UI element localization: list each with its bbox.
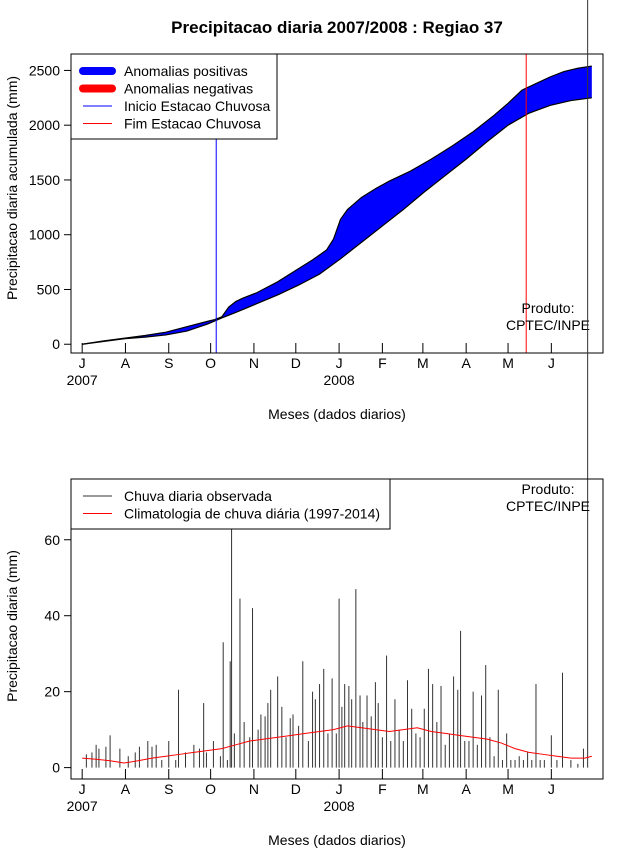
- chart0-x-tick-label: J: [79, 355, 86, 371]
- chart0-product-label: CPTEC/INPE: [506, 317, 590, 333]
- chart0-x-tick-label: A: [121, 355, 131, 371]
- chart0-x-tick-label: N: [249, 355, 259, 371]
- chart0-legend-label: Anomalias negativas: [124, 81, 253, 97]
- figure-title: Precipitacao diaria 2007/2008 : Regiao 3…: [171, 18, 503, 37]
- daily-climatology-line: [82, 725, 592, 764]
- chart0-year-label: 2007: [67, 372, 98, 388]
- chart0-legend-label: Inicio Estacao Chuvosa: [124, 98, 271, 114]
- chart0-x-tick-label: A: [461, 355, 471, 371]
- chart1-y-tick-label: 20: [44, 684, 60, 700]
- chart0-xlabel: Meses (dados diarios): [268, 406, 406, 422]
- positive-anomaly-area: [82, 66, 592, 345]
- chart1-x-tick-label: D: [291, 781, 301, 797]
- chart0-ylabel: Precipitacao diaria acumulada (mm): [4, 76, 20, 300]
- chart1-x-tick-label: O: [205, 781, 216, 797]
- chart1-x-tick-label: S: [164, 781, 173, 797]
- chart1-legend-label: Chuva diaria observada: [124, 488, 272, 504]
- chart0-y-tick-label: 1000: [29, 227, 60, 243]
- chart1-y-tick-label: 0: [52, 760, 60, 776]
- chart0-x-tick-label: D: [291, 355, 301, 371]
- chart0-product-label: Produto:: [522, 300, 575, 316]
- chart1-y-tick-label: 60: [44, 532, 60, 548]
- chart1-legend-box: [70, 478, 391, 530]
- chart0-y-tick-label: 0: [52, 336, 60, 352]
- chart0-x-tick-label: O: [205, 355, 216, 371]
- climatology-cumulative-line: [82, 97, 592, 345]
- chart1-xlabel: Meses (dados diarios): [268, 832, 406, 848]
- chart1-x-tick-label: A: [121, 781, 131, 797]
- chart0-y-tick-label: 1500: [29, 172, 60, 188]
- chart1-x-tick-label: N: [249, 781, 259, 797]
- chart1-year-label: 2008: [324, 798, 355, 814]
- chart1-ylabel: Precipitacao diaria (mm): [4, 550, 20, 702]
- daily-precipitation-chart: Precipitacao diaria (mm) Meses (dados di…: [4, 0, 604, 848]
- chart0-y-tick-label: 500: [37, 281, 61, 297]
- chart0-y-tick-label: 2000: [29, 117, 60, 133]
- chart1-year-label: 2007: [67, 798, 98, 814]
- chart0-legend-label: Anomalias positivas: [124, 63, 248, 79]
- cumulative-precipitation-chart: Precipitacao diaria acumulada (mm) Meses…: [4, 53, 604, 422]
- chart0-year-label: 2008: [324, 372, 355, 388]
- chart0-x-tick-label: S: [164, 355, 173, 371]
- chart1-x-tick-label: J: [79, 781, 86, 797]
- chart0-x-tick-label: F: [378, 355, 387, 371]
- chart0-x-tick-label: M: [417, 355, 429, 371]
- chart1-y-tick-label: 40: [44, 608, 60, 624]
- chart1-x-tick-label: F: [378, 781, 387, 797]
- chart1-product-label: CPTEC/INPE: [506, 498, 590, 514]
- chart0-y-tick-label: 2500: [29, 62, 60, 78]
- chart1-x-tick-label: M: [417, 781, 429, 797]
- chart1-x-tick-label: A: [461, 781, 471, 797]
- chart1-legend-label: Climatologia de chuva diária (1997-2014): [124, 506, 380, 522]
- chart0-x-tick-label: J: [548, 355, 555, 371]
- chart0-legend-label: Fim Estacao Chuvosa: [124, 116, 261, 132]
- chart0-x-tick-label: J: [336, 355, 343, 371]
- observed-cumulative-line: [82, 65, 592, 345]
- chart0-x-tick-label: M: [502, 355, 514, 371]
- chart1-x-tick-label: J: [336, 781, 343, 797]
- chart1-x-tick-label: J: [548, 781, 555, 797]
- chart1-x-tick-label: M: [502, 781, 514, 797]
- chart1-product-label: Produto:: [522, 481, 575, 497]
